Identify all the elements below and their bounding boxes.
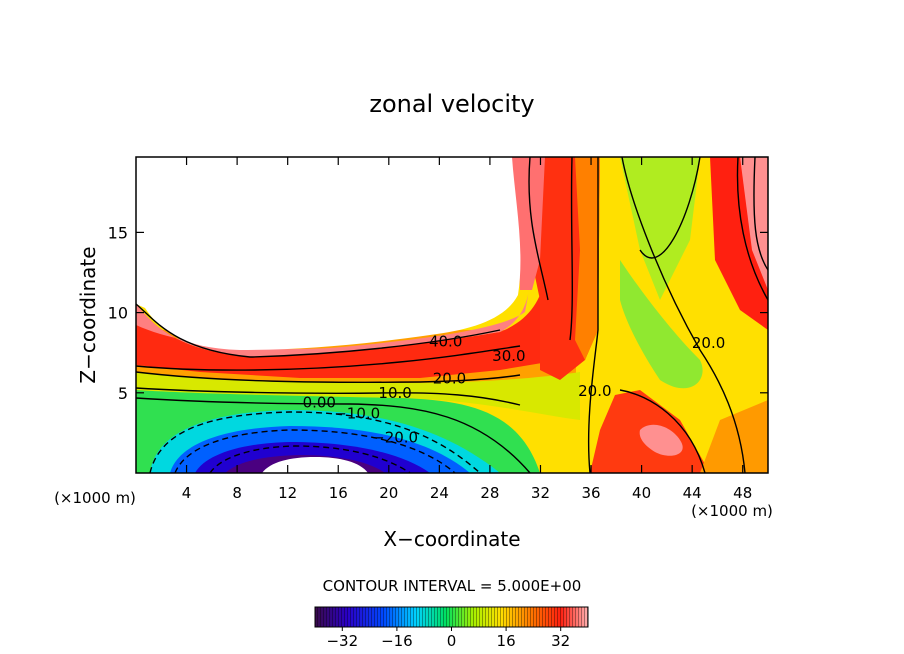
x-tick-label: 28 [480, 484, 499, 502]
colorbar-tick-label: −32 [326, 632, 358, 650]
x-tick-label: 4 [182, 484, 192, 502]
y-tick-label: 15 [108, 223, 128, 242]
region-blank [136, 157, 521, 350]
x-tick-label: 20 [379, 484, 398, 502]
contour-neg20 [174, 429, 456, 473]
plot-area: 40.0 30.0 20.0 10.0 0.00−10.0 −20.0 20.0 20.0 [136, 157, 768, 473]
y-axis-label: Z−coordinate [76, 246, 100, 383]
x-tick-label: 32 [531, 484, 550, 502]
band-pink-column [510, 157, 545, 290]
contour-10 [136, 387, 521, 406]
contour-label: 0.00 [303, 393, 336, 411]
x-unit-right: (×1000 m) [691, 502, 773, 520]
band-orange-lower-right [700, 400, 768, 473]
band-lightgreen-right [620, 157, 700, 300]
contour-labels-group: 40.0 30.0 20.0 10.0 0.00−10.0 −20.0 20.0 20.0 [303, 332, 726, 446]
contour-label: 20.0 [433, 369, 466, 387]
chart-title: zonal velocity [369, 90, 534, 118]
contour-label: 20.0 [692, 334, 725, 352]
colorbar-tick-label: 0 [447, 632, 457, 650]
colorbar-ticks: −32 −16 0 16 32 [326, 627, 570, 650]
band-red-mid [136, 280, 570, 378]
x-tick-label: 44 [683, 484, 702, 502]
plot-frame [135, 156, 769, 474]
colorbar-stripes [315, 607, 588, 627]
band-white-core [262, 457, 368, 473]
x-tick-label: 36 [581, 484, 600, 502]
contour-lines [136, 157, 768, 473]
contour-right-3 [736, 157, 768, 301]
contour-neg10 [149, 411, 481, 473]
contour-lowright [619, 389, 706, 473]
band-green-right [620, 260, 703, 389]
colorbar-tick-label: 16 [497, 632, 516, 650]
contour-right-1 [621, 157, 746, 473]
x-axis: 4 8 12 16 20 24 28 32 36 40 44 48 [182, 157, 752, 502]
band-pink-top [136, 285, 530, 357]
band-pink-blob [639, 424, 683, 456]
contour-col-3 [587, 157, 599, 473]
x-tick-label: 48 [733, 484, 752, 502]
contour-neg30 [209, 445, 411, 473]
contour-label: 10.0 [378, 384, 411, 402]
y-axis: 5 10 15 [108, 223, 768, 403]
x-tick-label: 16 [329, 484, 348, 502]
contour-label: −20.0 [372, 429, 418, 447]
contour-label: 40.0 [429, 332, 462, 350]
x-axis-label: X−coordinate [383, 527, 520, 551]
contour-right-4 [753, 157, 768, 271]
colorbar-tick-label: 32 [551, 632, 570, 650]
y-tick-label: 10 [108, 304, 128, 323]
contour-col-1 [528, 157, 549, 301]
band-yellow-low [136, 372, 580, 420]
contour-40 [136, 303, 501, 358]
contour-label: 30.0 [492, 347, 525, 365]
band-orange-column [575, 157, 600, 360]
x-tick-label: 40 [632, 484, 651, 502]
contour-interval: CONTOUR INTERVAL = 5.000E+00 [323, 577, 582, 595]
x-tick-label: 24 [430, 484, 449, 502]
y-tick-label: 5 [118, 384, 128, 403]
contour-right-2 [639, 157, 701, 259]
contour-label: 20.0 [578, 382, 611, 400]
contour-20 [136, 371, 521, 384]
x-unit-left: (×1000 m) [54, 489, 136, 507]
x-tick-label: 12 [278, 484, 297, 502]
contour-label: −10.0 [334, 405, 380, 423]
contour-0 [136, 397, 531, 473]
contour-col-2 [569, 157, 574, 341]
contour-30 [136, 345, 521, 371]
x-tick-label: 8 [232, 484, 242, 502]
colorbar-tick-label: −16 [381, 632, 413, 650]
